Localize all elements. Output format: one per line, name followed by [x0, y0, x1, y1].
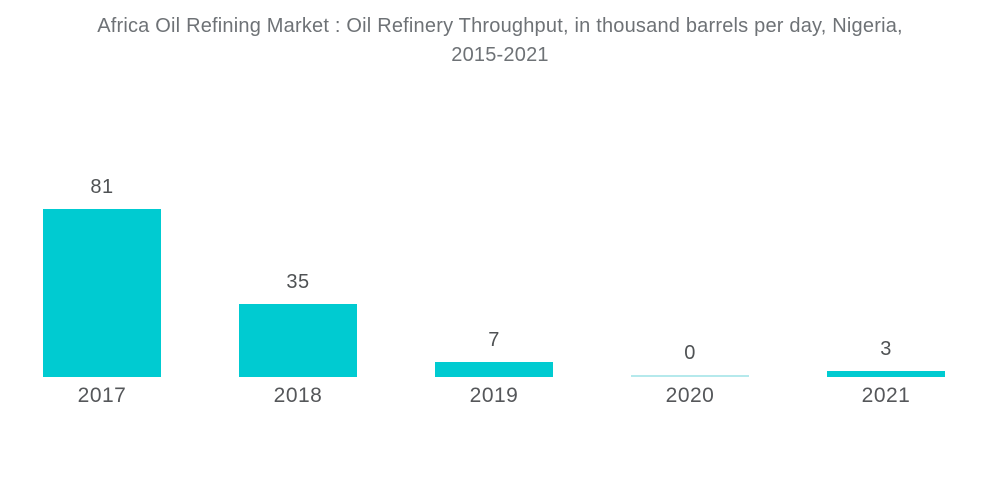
- bar-value-label: 81: [90, 176, 114, 198]
- bar-2019: [435, 362, 553, 377]
- bar-value-label: 0: [684, 342, 696, 364]
- bar-value-label: 35: [286, 271, 310, 293]
- bar-column-2017: 81: [4, 176, 200, 377]
- x-tick-label-2019: 2019: [469, 384, 519, 407]
- bar-value-label: 7: [488, 329, 500, 351]
- x-tick-label-2020: 2020: [665, 384, 715, 407]
- x-tick-label-2021: 2021: [861, 384, 911, 407]
- bar-2017: [43, 209, 161, 377]
- x-tick-label-2018: 2018: [273, 384, 323, 407]
- chart-title-line1: Africa Oil Refining Market : Oil Refiner…: [97, 15, 903, 37]
- bar-value-label: 3: [880, 338, 892, 360]
- bar-2020: [631, 375, 749, 377]
- bar-2021: [827, 371, 945, 377]
- bar-column-2021: 3: [788, 338, 984, 377]
- bar-plot-area: 81 35 7 0 3: [0, 176, 994, 377]
- chart-title: Africa Oil Refining Market : Oil Refiner…: [0, 12, 1000, 70]
- bar-column-2020: 0: [592, 342, 788, 377]
- x-axis: 2017 2018 2019 2020 2021: [0, 384, 994, 408]
- chart-title-line2: 2015-2021: [451, 44, 549, 66]
- x-tick-label-2017: 2017: [77, 384, 127, 407]
- bar-column-2019: 7: [396, 329, 592, 377]
- bar-column-2018: 35: [200, 271, 396, 377]
- bar-2018: [239, 304, 357, 377]
